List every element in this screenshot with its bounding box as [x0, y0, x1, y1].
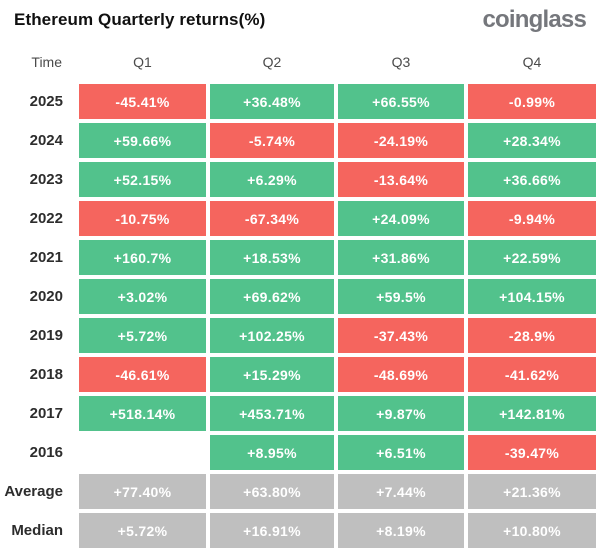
- cell-2017-q3: +9.87%: [338, 396, 464, 431]
- row-label-2020: 2020: [29, 288, 63, 305]
- row-label-2023: 2023: [29, 171, 63, 188]
- cell-median-q1: +5.72%: [79, 513, 206, 548]
- returns-table: 2025 -45.41% +36.48% +66.55% -0.99% 2024 +59.6…: [0, 84, 600, 548]
- cell-2019-q3: -37.43%: [338, 318, 464, 353]
- cell-2018-q2: +15.29%: [210, 357, 334, 392]
- row-label-2025: 2025: [29, 93, 63, 110]
- column-header-time: Time: [31, 54, 62, 70]
- row-label-2024: 2024: [29, 132, 63, 149]
- cell-2024-q1: +59.66%: [79, 123, 206, 158]
- cell-2024-q2: -5.74%: [210, 123, 334, 158]
- cell-2021-q2: +18.53%: [210, 240, 334, 275]
- row-label-2018: 2018: [29, 366, 63, 383]
- cell-2017-q4: +142.81%: [468, 396, 596, 431]
- row-label-2019: 2019: [29, 327, 63, 344]
- cell-2023-q2: +6.29%: [210, 162, 334, 197]
- cell-2024-q3: -24.19%: [338, 123, 464, 158]
- cell-2018-q3: -48.69%: [338, 357, 464, 392]
- cell-average-q1: +77.40%: [79, 474, 206, 509]
- cell-2021-q4: +22.59%: [468, 240, 596, 275]
- cell-2022-q2: -67.34%: [210, 201, 334, 236]
- cell-average-q4: +21.36%: [468, 474, 596, 509]
- cell-2020-q4: +104.15%: [468, 279, 596, 314]
- cell-2019-q1: +5.72%: [79, 318, 206, 353]
- coinglass-logo: coinglass: [482, 6, 586, 33]
- cell-2016-q2: +8.95%: [210, 435, 334, 470]
- cell-2023-q4: +36.66%: [468, 162, 596, 197]
- cell-2018-q4: -41.62%: [468, 357, 596, 392]
- column-header-q3: Q3: [391, 54, 411, 70]
- table-header-row: Time Q1 Q2 Q3 Q4: [0, 53, 600, 71]
- cell-2022-q4: -9.94%: [468, 201, 596, 236]
- cell-median-q3: +8.19%: [338, 513, 464, 548]
- row-label-2021: 2021: [29, 249, 63, 266]
- cell-2021-q1: +160.7%: [79, 240, 206, 275]
- page-title: Ethereum Quarterly returns(%): [14, 10, 266, 29]
- cell-2020-q1: +3.02%: [79, 279, 206, 314]
- cell-2023-q3: -13.64%: [338, 162, 464, 197]
- cell-2016-q4: -39.47%: [468, 435, 596, 470]
- cell-2018-q1: -46.61%: [79, 357, 206, 392]
- header-bar: Ethereum Quarterly returns(%) coinglass: [0, 0, 600, 32]
- cell-2019-q4: -28.9%: [468, 318, 596, 353]
- cell-average-q2: +63.80%: [210, 474, 334, 509]
- cell-2016-q1: [79, 435, 206, 470]
- cell-2017-q2: +453.71%: [210, 396, 334, 431]
- cell-2025-q3: +66.55%: [338, 84, 464, 119]
- cell-2021-q3: +31.86%: [338, 240, 464, 275]
- cell-median-q4: +10.80%: [468, 513, 596, 548]
- cell-2022-q3: +24.09%: [338, 201, 464, 236]
- cell-2016-q3: +6.51%: [338, 435, 464, 470]
- column-header-q2: Q2: [262, 54, 282, 70]
- cell-2019-q2: +102.25%: [210, 318, 334, 353]
- row-label-average: Average: [4, 483, 63, 500]
- column-header-q4: Q4: [522, 54, 542, 70]
- cell-2022-q1: -10.75%: [79, 201, 206, 236]
- cell-2025-q4: -0.99%: [468, 84, 596, 119]
- row-label-2016: 2016: [29, 444, 63, 461]
- cell-2025-q1: -45.41%: [79, 84, 206, 119]
- cell-average-q3: +7.44%: [338, 474, 464, 509]
- cell-median-q2: +16.91%: [210, 513, 334, 548]
- row-label-2017: 2017: [29, 405, 63, 422]
- row-label-2022: 2022: [29, 210, 63, 227]
- column-header-q1: Q1: [133, 54, 152, 70]
- cell-2025-q2: +36.48%: [210, 84, 334, 119]
- cell-2023-q1: +52.15%: [79, 162, 206, 197]
- cell-2024-q4: +28.34%: [468, 123, 596, 158]
- cell-2020-q3: +59.5%: [338, 279, 464, 314]
- cell-2017-q1: +518.14%: [79, 396, 206, 431]
- row-label-median: Median: [11, 522, 63, 539]
- cell-2020-q2: +69.62%: [210, 279, 334, 314]
